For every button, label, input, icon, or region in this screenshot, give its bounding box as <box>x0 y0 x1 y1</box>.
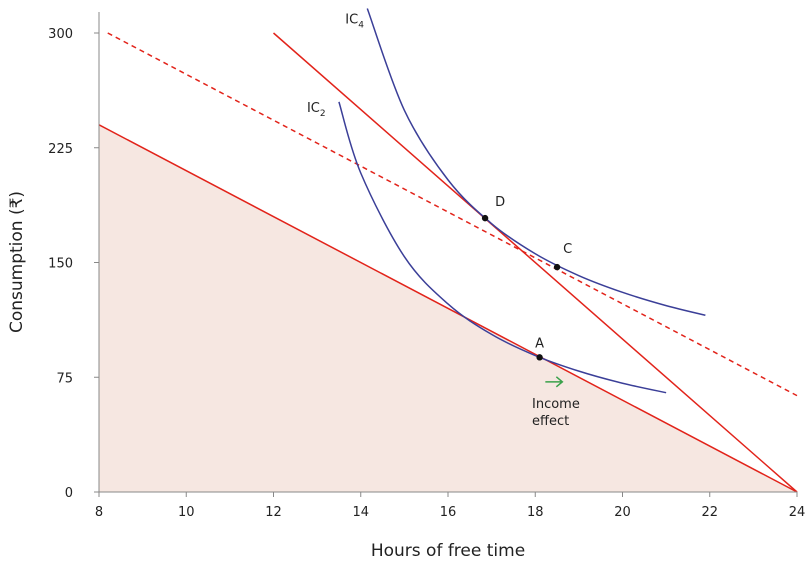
indifference-curve-2 <box>338 101 667 394</box>
point-D <box>481 214 489 222</box>
budget-line-2 <box>273 32 798 493</box>
y-tick-label: 150 <box>48 257 73 272</box>
budget-line-3 <box>107 32 798 397</box>
y-tick-label: 225 <box>48 142 73 157</box>
indifference-curve-4 <box>366 8 706 317</box>
y-tick-label: 0 <box>65 486 73 501</box>
x-tick-label: 16 <box>440 505 457 520</box>
point-A <box>536 354 543 361</box>
y-tick-label: 75 <box>56 371 73 386</box>
x-tick-label: 18 <box>527 505 544 520</box>
point-label-C: C <box>563 242 572 257</box>
x-axis-label: Hours of free time <box>371 541 525 561</box>
point-label-A: A <box>535 336 544 351</box>
y-axis-label: Consumption (₹) <box>7 191 27 333</box>
x-tick-label: 20 <box>614 505 631 520</box>
point-C <box>553 263 561 271</box>
x-tick-label: 24 <box>789 505 806 520</box>
curve-label-ic2: IC2 <box>307 101 326 119</box>
x-tick-label: 8 <box>95 505 103 520</box>
x-tick-label: 22 <box>701 505 718 520</box>
x-tick-label: 12 <box>265 505 282 520</box>
annotation-line2: effect <box>532 414 569 429</box>
y-tick-label: 300 <box>48 27 73 42</box>
curve-label-ic4: IC4 <box>345 13 364 31</box>
budget-line-1 <box>98 124 798 493</box>
x-tick-label: 10 <box>178 505 195 520</box>
x-tick-label: 14 <box>352 505 369 520</box>
annotation-line1: Income <box>532 397 580 412</box>
point-label-D: D <box>495 195 505 210</box>
income-effect-arrow-icon <box>545 376 564 388</box>
